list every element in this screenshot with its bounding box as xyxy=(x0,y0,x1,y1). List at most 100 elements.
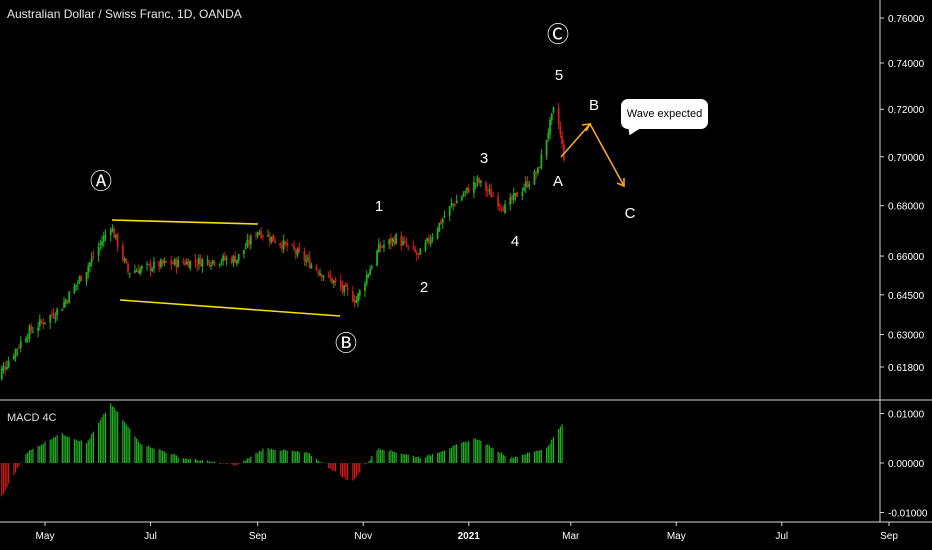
candle-body xyxy=(76,282,79,284)
macd-bar xyxy=(68,437,70,463)
wave-label-a: A xyxy=(553,173,563,190)
candle-body xyxy=(402,240,404,246)
candle-body xyxy=(414,248,417,253)
candle-body xyxy=(514,192,517,196)
candle-body xyxy=(54,316,57,319)
macd-bar xyxy=(8,463,10,484)
candle-body xyxy=(66,300,69,303)
candle-body xyxy=(267,234,270,237)
macd-bar xyxy=(136,438,138,463)
projected-wave-arrow-c xyxy=(616,178,625,188)
candle-body xyxy=(28,327,31,339)
macd-bar xyxy=(440,451,442,463)
candle-body xyxy=(44,322,46,324)
wave-label-circle-a: Ⓐ xyxy=(90,169,112,194)
candle-body xyxy=(73,285,76,294)
macd-bar xyxy=(250,456,252,463)
macd-bar xyxy=(487,444,489,463)
macd-bar xyxy=(466,442,468,463)
candle-body xyxy=(102,236,105,242)
macd-bar xyxy=(40,444,43,463)
macd-bar xyxy=(267,448,269,463)
macd-bar xyxy=(98,422,100,463)
macd-bar xyxy=(224,463,226,464)
wave-label-circle-b: Ⓑ xyxy=(335,331,357,356)
macd-bar xyxy=(177,457,179,463)
candle-body xyxy=(497,196,500,207)
candle-body xyxy=(308,257,311,268)
candle-body xyxy=(201,259,204,267)
candle-body xyxy=(149,263,152,271)
macd-bar xyxy=(28,450,31,463)
macd-bar xyxy=(213,461,216,463)
macd-bar xyxy=(129,428,131,463)
macd-bar xyxy=(77,440,79,463)
macd-bar xyxy=(424,457,427,463)
candle-body xyxy=(364,283,366,292)
macd-bar xyxy=(42,443,44,463)
candle-body xyxy=(479,180,482,183)
candle-body xyxy=(127,263,129,272)
candle-body xyxy=(175,259,178,268)
macd-bar xyxy=(283,449,285,463)
candle-body xyxy=(225,258,228,261)
candle-body xyxy=(230,258,233,264)
macd-bar xyxy=(137,441,139,463)
macd-bar xyxy=(343,463,345,478)
candle-body xyxy=(80,275,83,282)
macd-bar xyxy=(175,455,178,463)
candle-body xyxy=(85,272,88,282)
macd-bar xyxy=(449,448,451,463)
time-tick-label: Jul xyxy=(775,531,788,542)
macd-bar xyxy=(431,454,434,463)
candle-body xyxy=(177,259,180,268)
macd-bar xyxy=(206,460,209,463)
macd-bar xyxy=(340,463,342,476)
macd-bar xyxy=(436,452,439,463)
price-tick-label: 0.61800 xyxy=(888,363,925,374)
candle-body xyxy=(329,275,332,279)
time-tick-label: Sep xyxy=(880,531,898,542)
macd-bar xyxy=(208,461,210,463)
candle-body xyxy=(115,234,117,238)
candle-body xyxy=(109,230,112,236)
candle-body xyxy=(184,262,186,266)
candle-body xyxy=(400,235,403,246)
macd-bar xyxy=(383,450,385,463)
candle-body xyxy=(346,287,349,291)
candle-body xyxy=(419,248,422,255)
candle-body xyxy=(237,253,240,261)
macd-bar xyxy=(269,449,271,463)
macd-bar xyxy=(485,444,487,463)
macd-bar xyxy=(499,452,501,463)
candle-body xyxy=(284,241,287,244)
candle-body xyxy=(104,234,107,237)
candle-body xyxy=(343,285,346,293)
candle-body xyxy=(306,258,309,260)
macd-bar xyxy=(243,460,245,463)
candle-body xyxy=(63,302,65,308)
macd-bar xyxy=(414,457,416,463)
candle-body xyxy=(249,236,252,245)
macd-bar xyxy=(279,450,281,463)
candle-body xyxy=(291,244,294,246)
macd-bar xyxy=(78,441,81,463)
candle-body xyxy=(187,261,190,268)
candle-body xyxy=(473,181,475,193)
candle-body xyxy=(0,368,3,380)
candle-body xyxy=(258,232,261,234)
candle-body xyxy=(211,260,214,264)
candle-body xyxy=(500,207,503,210)
candle-body xyxy=(159,260,162,268)
candle-body xyxy=(128,272,131,274)
macd-bar xyxy=(450,447,453,463)
macd-bar xyxy=(219,463,221,465)
candle-body xyxy=(37,327,39,331)
candle-body xyxy=(440,221,442,224)
candle-body xyxy=(2,365,5,371)
macd-bar xyxy=(478,439,480,463)
macd-bar xyxy=(497,451,499,463)
candle-body xyxy=(498,204,501,207)
macd-bar xyxy=(388,451,390,463)
